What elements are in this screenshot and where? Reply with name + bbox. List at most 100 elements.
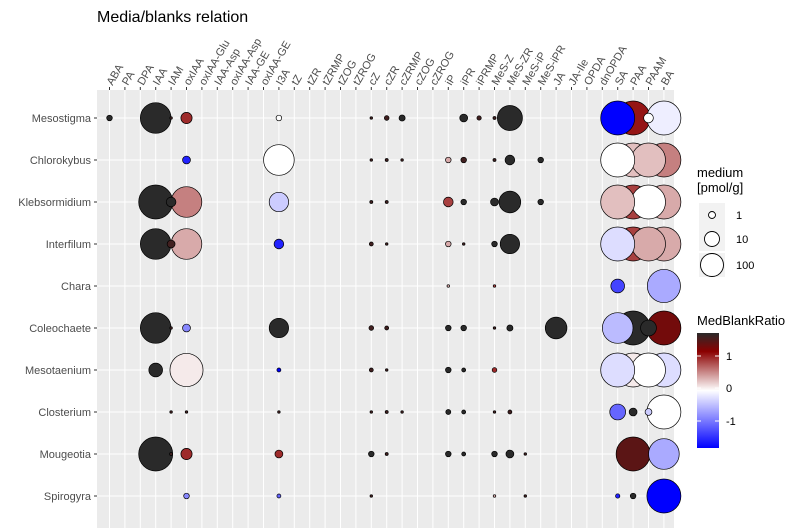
data-point — [491, 240, 498, 248]
data-point — [600, 184, 636, 220]
data-point — [492, 494, 497, 498]
data-point — [537, 198, 544, 206]
data-point — [491, 367, 498, 373]
data-point — [183, 492, 190, 500]
data-point — [400, 410, 404, 414]
data-point — [609, 403, 626, 421]
color-legend-bar — [697, 333, 719, 448]
data-point — [648, 438, 680, 470]
data-point — [461, 367, 467, 373]
data-point — [384, 200, 389, 204]
data-point — [600, 100, 636, 136]
data-point — [490, 197, 499, 207]
data-point — [400, 158, 404, 162]
color-legend: MedBlankRatio 1 0 -1 — [697, 313, 785, 448]
data-point — [600, 226, 636, 262]
data-point — [610, 278, 625, 294]
data-point — [369, 158, 373, 162]
data-point — [443, 196, 454, 208]
data-point — [445, 409, 452, 415]
x-axis-ticks: ABAPADPAIAAIAMoxIAAoxIAA-GluIAA-AspoxIAA… — [105, 36, 677, 90]
data-point — [384, 115, 390, 121]
size-legend-label-10: 10 — [736, 234, 748, 246]
data-point — [445, 156, 452, 164]
data-point — [629, 492, 637, 500]
color-legend-label-1: 1 — [726, 351, 732, 363]
data-point — [180, 448, 193, 460]
data-point — [476, 115, 482, 121]
y-tick-label: Spirogyra — [44, 491, 92, 503]
y-tick-label: Mougeotia — [40, 449, 92, 461]
data-point — [169, 116, 173, 120]
data-point — [461, 409, 467, 415]
color-legend-label-m1: -1 — [726, 416, 736, 428]
data-point — [368, 241, 374, 247]
data-point — [385, 368, 389, 372]
data-point — [631, 226, 666, 262]
data-point — [169, 326, 173, 330]
data-point — [445, 240, 452, 248]
data-point — [631, 352, 666, 388]
size-legend-label-1: 1 — [736, 210, 742, 222]
data-point — [384, 410, 389, 414]
data-point — [277, 410, 281, 414]
size-legend-key-circle — [708, 211, 716, 219]
data-point — [646, 478, 682, 514]
data-point — [276, 367, 282, 373]
data-point — [369, 494, 373, 498]
x-tick-label: JA — [551, 70, 568, 88]
x-tick-label: tZR — [305, 66, 324, 87]
data-point — [169, 452, 173, 456]
data-point — [646, 269, 681, 303]
chart-title: Media/blanks relation — [97, 9, 248, 26]
y-tick-label: Chara — [61, 281, 92, 293]
data-point — [460, 324, 467, 332]
data-point — [138, 436, 174, 472]
data-point — [491, 450, 498, 458]
size-legend-key-circle — [704, 231, 720, 247]
data-point — [170, 228, 203, 260]
y-tick-label: Mesostigma — [32, 113, 92, 125]
data-point — [504, 154, 516, 166]
data-point — [182, 323, 191, 333]
data-point — [631, 184, 666, 220]
data-point — [631, 142, 666, 178]
data-point — [445, 366, 452, 374]
x-tick-label: tZ — [290, 73, 305, 88]
data-point — [180, 112, 193, 124]
data-point — [368, 367, 374, 373]
data-point — [369, 410, 373, 414]
size-legend-label-100: 100 — [736, 260, 754, 272]
data-point — [169, 410, 173, 414]
data-point — [615, 436, 651, 472]
data-point — [615, 493, 621, 499]
data-point — [369, 200, 374, 204]
data-point — [644, 408, 653, 416]
data-point — [459, 113, 469, 123]
data-point — [273, 238, 285, 250]
data-point — [169, 353, 204, 387]
data-point — [505, 449, 515, 459]
data-point — [506, 324, 514, 332]
data-point — [148, 362, 163, 378]
data-point — [462, 242, 466, 246]
data-point — [263, 144, 295, 176]
data-point — [507, 409, 513, 415]
data-points — [106, 100, 682, 514]
x-tick-label: cZ — [367, 71, 384, 88]
data-point — [498, 190, 522, 214]
data-point — [640, 319, 657, 337]
size-legend-key-circle — [700, 253, 724, 277]
data-point — [492, 326, 497, 330]
data-point — [628, 407, 638, 417]
data-point — [499, 233, 520, 255]
data-point — [368, 450, 375, 458]
data-point — [445, 324, 452, 332]
data-point — [492, 410, 497, 414]
data-point — [461, 451, 467, 457]
data-point — [384, 325, 390, 331]
data-point — [184, 410, 189, 414]
data-point — [106, 114, 113, 122]
x-tick-label: IAM — [166, 65, 186, 88]
y-tick-label: Coleochaete — [29, 323, 91, 335]
